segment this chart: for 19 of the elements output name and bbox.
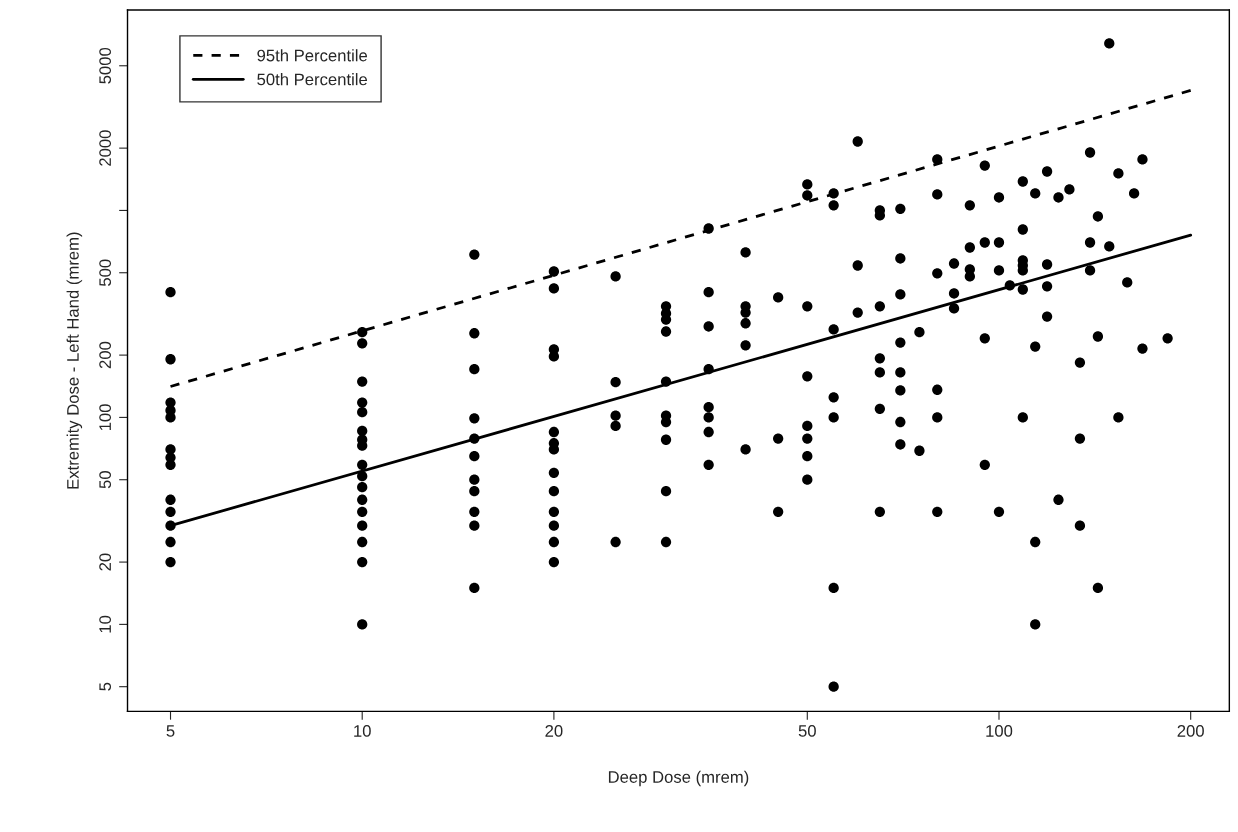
x-tick-label: 200 xyxy=(1177,724,1204,737)
x-tick-label: 10 xyxy=(354,724,371,737)
y-tick-label: 500 xyxy=(99,259,112,286)
x-tick-label: 100 xyxy=(986,724,1013,737)
y-tick-label: 20 xyxy=(99,553,112,571)
x-tick-label: 50 xyxy=(798,724,816,737)
y-tick-label: 5000 xyxy=(99,47,112,84)
y-tick-label: 200 xyxy=(99,341,112,369)
x-tick-label: 20 xyxy=(545,724,563,737)
x-axis-title: Deep Dose (mrem) xyxy=(608,770,749,787)
legend-label: 95th Percentile xyxy=(257,49,368,62)
legend-label: 50th Percentile xyxy=(257,73,368,86)
y-tick-label: 5 xyxy=(99,682,112,691)
y-tick-label: 2000 xyxy=(99,130,112,166)
y-tick-label: 10 xyxy=(99,615,112,633)
y-tick-label: 50 xyxy=(99,471,112,489)
x-tick-label: 5 xyxy=(166,725,175,737)
y-tick-label: 100 xyxy=(99,404,112,431)
y-axis-title: Extremity Dose - Left Hand (mrem) xyxy=(66,232,83,489)
